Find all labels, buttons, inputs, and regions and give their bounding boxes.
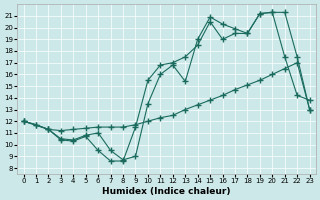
X-axis label: Humidex (Indice chaleur): Humidex (Indice chaleur) <box>102 187 231 196</box>
